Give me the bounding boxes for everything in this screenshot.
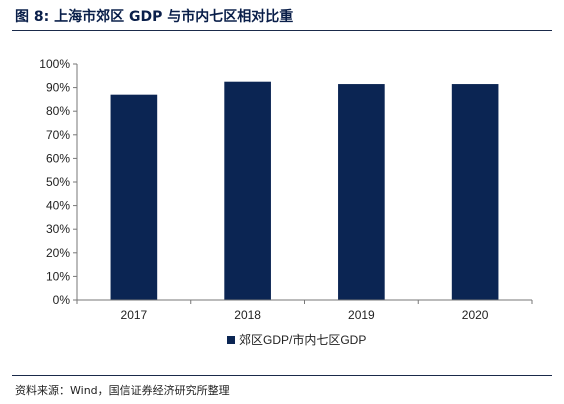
source-divider: [12, 375, 552, 376]
x-axis-tick-labels: 2017 2018 2019 2020: [121, 308, 489, 322]
x-tick-label: 2020: [462, 308, 489, 322]
bars: [110, 81, 499, 301]
legend-label: 郊区GDP/市内七区GDP: [239, 332, 366, 347]
y-tick-label: 10%: [46, 269, 70, 283]
y-tick-label: 30%: [46, 222, 70, 236]
figure-title: 图 8: 上海市郊区 GDP 与市内七区相对比重: [15, 9, 294, 25]
y-tick-label: 70%: [46, 128, 70, 142]
bar-2019: [338, 84, 385, 300]
bar-2018: [224, 81, 271, 300]
legend: 郊区GDP/市内七区GDP: [227, 332, 366, 347]
y-axis-tick-labels: 0% 10% 20% 30% 40% 50% 60% 70% 80% 90% 100%: [39, 57, 70, 307]
y-tick-label: 90%: [46, 81, 70, 95]
bar-chart: 0%10%20%30%40%50%60%70%80%90%100% 2017 20…: [39, 57, 533, 347]
y-tick-label: 100%: [39, 57, 70, 71]
source-note: 资料来源：Wind，国信证券经济研究所整理: [15, 384, 230, 397]
bar-2020: [451, 84, 499, 300]
y-tick-label: 40%: [46, 199, 70, 213]
x-axis-ticks: [76, 300, 533, 304]
y-axis-ticks: [73, 63, 77, 301]
x-tick-label: 2019: [348, 308, 375, 322]
title-divider: [12, 30, 552, 31]
bar-2017: [110, 94, 158, 301]
y-tick-label: 0%: [53, 293, 71, 307]
y-tick-label: 50%: [46, 175, 70, 189]
x-tick-label: 2017: [121, 308, 148, 322]
x-tick-label: 2018: [234, 308, 261, 322]
y-tick-label: 80%: [46, 104, 70, 118]
y-tick-label: 60%: [46, 151, 70, 165]
y-tick-label: 20%: [46, 246, 70, 260]
legend-swatch: [227, 336, 235, 344]
